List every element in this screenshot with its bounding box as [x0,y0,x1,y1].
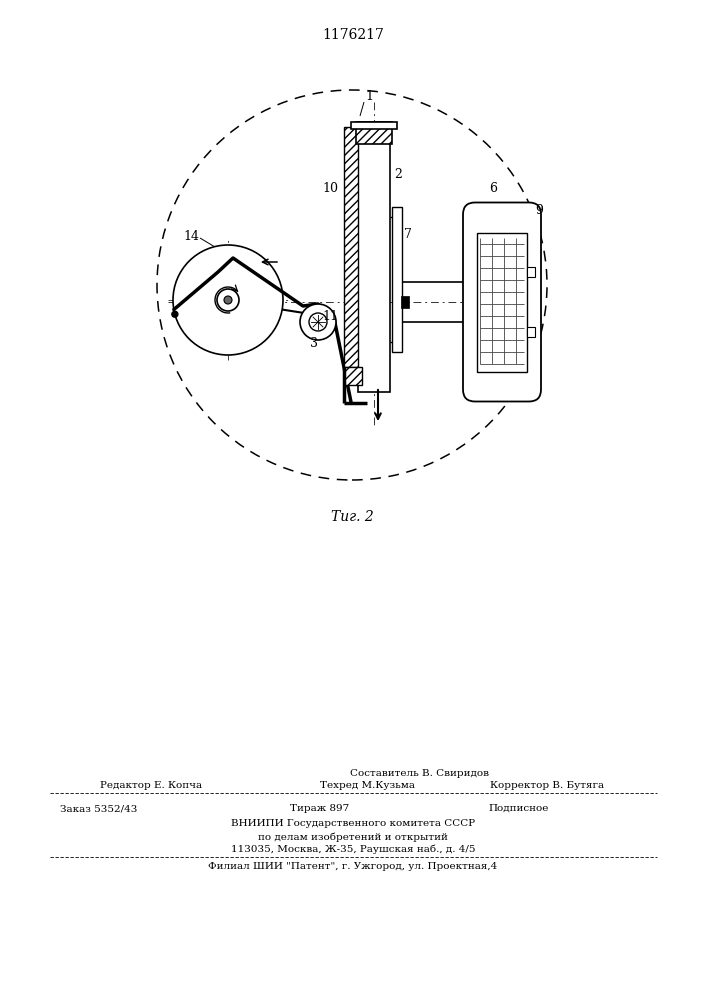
Bar [401,296,409,308]
Text: Тираж 897: Тираж 897 [290,804,349,813]
Text: 1: 1 [365,90,373,103]
Text: Филиал ШИИ "Патент", г. Ужгород, ул. Проектная,4: Филиал ШИИ "Патент", г. Ужгород, ул. Про… [209,862,498,871]
Bar [358,122,390,392]
Text: по делам изобретений и открытий: по делам изобретений и открытий [258,832,448,842]
Bar [344,127,358,367]
Bar [527,327,535,337]
Text: Τиг. 2: Τиг. 2 [331,510,373,524]
Bar [392,207,402,352]
Text: Корректор В. Бутяга: Корректор В. Бутяга [490,781,604,790]
Text: 113035, Москва, Ж-35, Раушская наб., д. 4/5: 113035, Москва, Ж-35, Раушская наб., д. … [230,845,475,854]
Circle shape [224,296,232,304]
Text: Подписное: Подписное [488,804,549,813]
Text: 3: 3 [310,337,318,350]
Text: 7: 7 [404,228,412,241]
Bar [351,122,397,129]
Circle shape [217,289,239,311]
Text: Составитель В. Свиридов: Составитель В. Свиридов [351,769,489,778]
Text: ВНИИПИ Государственного комитета СССР: ВНИИПИ Государственного комитета СССР [231,819,475,828]
Text: 11: 11 [322,310,338,323]
FancyBboxPatch shape [463,202,541,401]
Circle shape [309,313,327,331]
Text: 6: 6 [489,182,497,195]
Bar [344,367,362,385]
Text: Техред М.Кузьма: Техред М.Кузьма [320,781,415,790]
Circle shape [172,311,178,317]
Text: 2: 2 [394,168,402,181]
Text: 14: 14 [183,230,199,243]
Text: 10: 10 [322,182,338,195]
Bar [527,267,535,277]
Bar [356,122,392,144]
Text: 1176217: 1176217 [322,28,384,42]
Text: Редактор Е. Копча: Редактор Е. Копча [100,781,202,790]
Circle shape [300,304,336,340]
Circle shape [173,245,283,355]
Bar [477,232,527,371]
Text: 9: 9 [535,204,543,217]
Text: Заказ 5352/43: Заказ 5352/43 [60,804,137,813]
